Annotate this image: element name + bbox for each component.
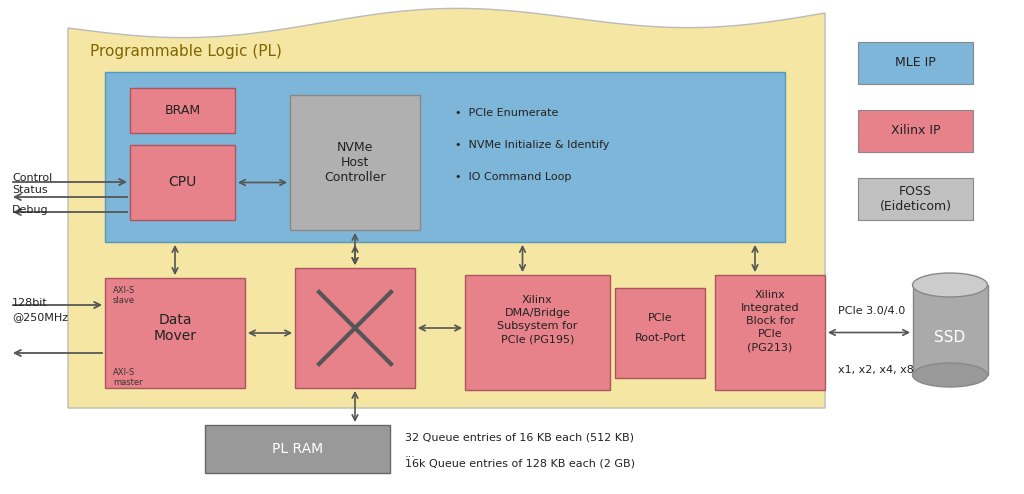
Text: Programmable Logic (PL): Programmable Logic (PL) xyxy=(90,44,282,59)
Bar xyxy=(615,288,705,378)
Ellipse shape xyxy=(912,363,987,387)
Text: Status: Status xyxy=(12,185,48,195)
Text: SSD: SSD xyxy=(934,330,966,345)
Bar xyxy=(913,285,988,375)
Text: Data
Mover: Data Mover xyxy=(154,313,197,343)
Text: Root-Port: Root-Port xyxy=(635,333,686,343)
Text: •  NVMe Initialize & Identify: • NVMe Initialize & Identify xyxy=(455,140,609,150)
Text: •  PCIe Enumerate: • PCIe Enumerate xyxy=(455,108,558,118)
Text: @250MHz: @250MHz xyxy=(12,312,69,322)
Bar xyxy=(465,275,610,390)
Bar xyxy=(130,88,234,133)
Bar xyxy=(715,275,825,390)
Text: Debug: Debug xyxy=(12,205,48,215)
Bar xyxy=(290,95,420,230)
Text: PCIe: PCIe xyxy=(758,329,782,339)
Polygon shape xyxy=(68,8,825,408)
Text: •  IO Command Loop: • IO Command Loop xyxy=(455,172,571,182)
Text: slave: slave xyxy=(113,296,135,305)
Text: MLE IP: MLE IP xyxy=(895,56,936,70)
Text: PL RAM: PL RAM xyxy=(272,442,323,456)
Bar xyxy=(858,42,973,84)
Text: DMA/Bridge: DMA/Bridge xyxy=(505,308,570,318)
Bar xyxy=(205,425,390,473)
Text: BRAM: BRAM xyxy=(165,104,201,117)
Text: FOSS
(Eideticom): FOSS (Eideticom) xyxy=(880,185,951,213)
Text: x1, x2, x4, x8: x1, x2, x4, x8 xyxy=(838,365,913,375)
Text: PCIe 3.0/4.0: PCIe 3.0/4.0 xyxy=(838,306,905,316)
Ellipse shape xyxy=(912,273,987,297)
Text: 32 Queue entries of 16 KB each (512 KB): 32 Queue entries of 16 KB each (512 KB) xyxy=(406,433,634,443)
Text: Control: Control xyxy=(12,173,52,183)
Bar xyxy=(130,145,234,220)
Bar xyxy=(105,278,245,388)
Text: CPU: CPU xyxy=(168,175,197,190)
Text: NVMe
Host
Controller: NVMe Host Controller xyxy=(325,141,386,184)
Text: AXI-S: AXI-S xyxy=(113,368,135,377)
Text: master: master xyxy=(113,378,142,387)
Text: ...: ... xyxy=(406,449,416,459)
Text: Xilinx: Xilinx xyxy=(755,290,785,300)
Text: 128bit: 128bit xyxy=(12,298,48,308)
Text: 16k Queue entries of 128 KB each (2 GB): 16k Queue entries of 128 KB each (2 GB) xyxy=(406,459,635,469)
Text: (PG213): (PG213) xyxy=(748,342,793,352)
Text: AXI-S: AXI-S xyxy=(113,286,135,295)
Bar xyxy=(858,110,973,152)
Text: PCIe (PG195): PCIe (PG195) xyxy=(501,334,574,344)
Bar xyxy=(858,178,973,220)
Text: Xilinx: Xilinx xyxy=(522,295,553,305)
Bar xyxy=(105,72,785,242)
Text: Block for: Block for xyxy=(745,316,795,326)
Text: Xilinx IP: Xilinx IP xyxy=(891,124,940,137)
Text: Subsystem for: Subsystem for xyxy=(498,321,578,331)
Bar xyxy=(295,268,415,388)
Text: PCIe: PCIe xyxy=(648,313,673,323)
Text: Integrated: Integrated xyxy=(740,303,800,313)
